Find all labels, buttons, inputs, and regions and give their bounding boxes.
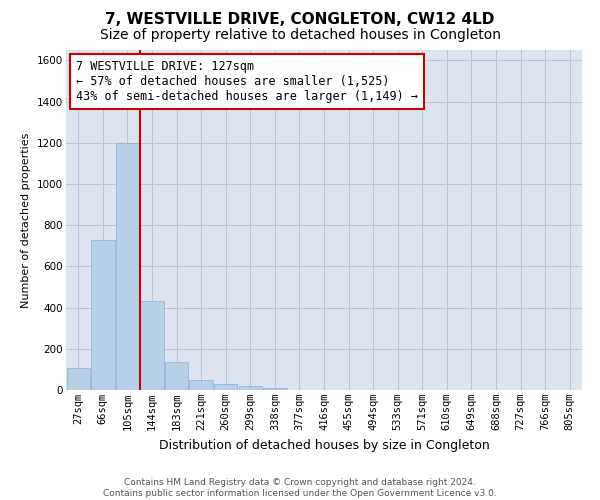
Y-axis label: Number of detached properties: Number of detached properties [22,132,31,308]
Text: Size of property relative to detached houses in Congleton: Size of property relative to detached ho… [100,28,500,42]
Bar [140,302,164,390]
Bar [165,362,188,390]
Bar [239,386,262,390]
X-axis label: Distribution of detached houses by size in Congleton: Distribution of detached houses by size … [158,438,490,452]
Bar [116,142,139,390]
Bar [91,240,115,390]
Bar [190,380,213,390]
Text: 7 WESTVILLE DRIVE: 127sqm
← 57% of detached houses are smaller (1,525)
43% of se: 7 WESTVILLE DRIVE: 127sqm ← 57% of detac… [76,60,418,103]
Text: Contains HM Land Registry data © Crown copyright and database right 2024.
Contai: Contains HM Land Registry data © Crown c… [103,478,497,498]
Text: 7, WESTVILLE DRIVE, CONGLETON, CW12 4LD: 7, WESTVILLE DRIVE, CONGLETON, CW12 4LD [106,12,494,28]
Bar [67,368,90,390]
Bar [263,388,287,390]
Bar [214,384,238,390]
